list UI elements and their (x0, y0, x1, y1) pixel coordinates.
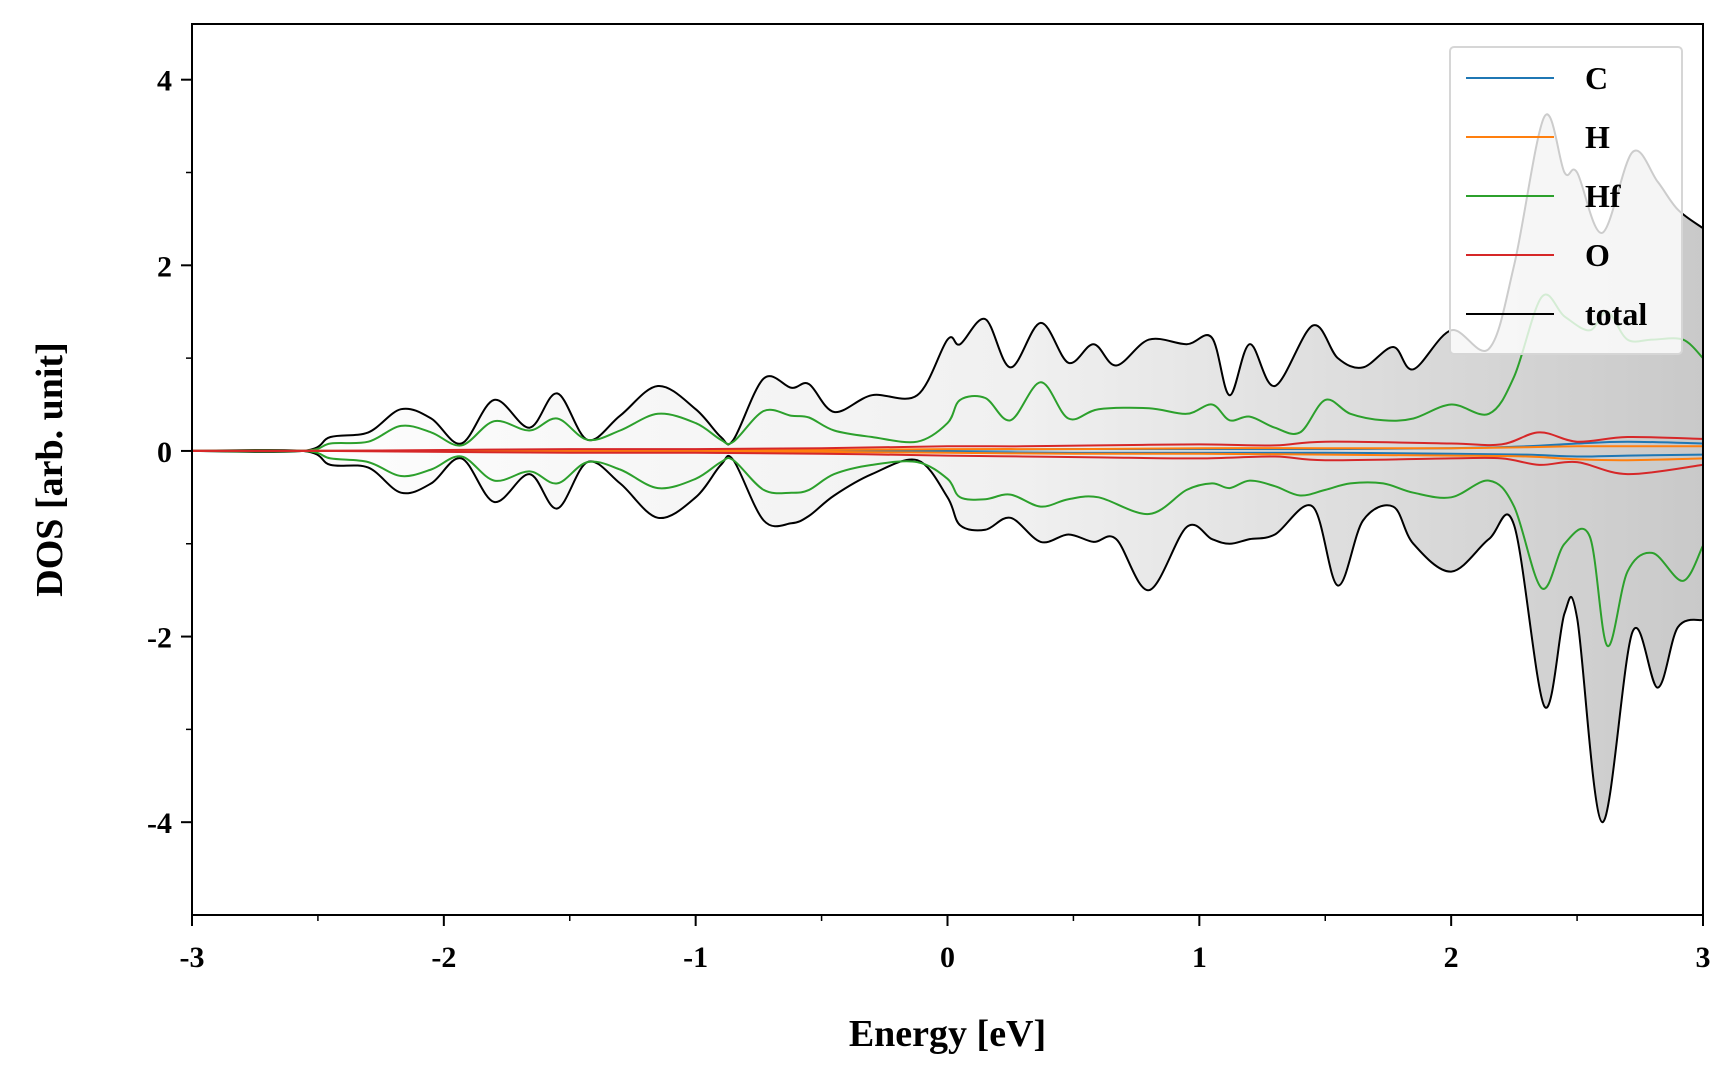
x-tick-label: 1 (1192, 941, 1207, 974)
legend-label-o: O (1585, 237, 1610, 273)
series-line-hf-down (191, 449, 1704, 647)
y-tick-label: 2 (157, 250, 172, 283)
series-line-o-up (191, 431, 1704, 452)
y-tick-label: -4 (147, 807, 172, 840)
series-line-hf-up (191, 293, 1704, 453)
series-line-h-down (192, 449, 1704, 462)
legend-label-c: C (1585, 60, 1608, 96)
series-line-total-down (191, 448, 1704, 824)
y-tick-label: -2 (147, 622, 172, 655)
x-tick-label: 3 (1696, 941, 1711, 974)
y-axis-label: DOS [arb. unit] (29, 342, 71, 596)
legend-box (1449, 46, 1683, 355)
y-tick-label: 4 (157, 65, 172, 98)
legend-label-h: H (1585, 119, 1610, 155)
total-fill-area (192, 114, 1703, 823)
x-tick-label: 0 (940, 941, 955, 974)
x-tick-label: -3 (180, 941, 205, 974)
legend-label-total: total (1585, 296, 1647, 332)
y-tick-label: 0 (157, 436, 172, 469)
x-tick-label: -2 (431, 941, 456, 974)
series-line-o-down (191, 449, 1704, 476)
total-dos-fill (192, 114, 1703, 823)
x-tick-label: -1 (683, 941, 708, 974)
legend-label-hf: Hf (1585, 178, 1621, 214)
x-tick-label: 2 (1444, 941, 1459, 974)
axis-ticks: -3 -2 -1 0 1 2 3 4 2 0 -2 -4 (147, 65, 1711, 974)
x-axis-label: Energy [eV] (849, 1013, 1046, 1055)
